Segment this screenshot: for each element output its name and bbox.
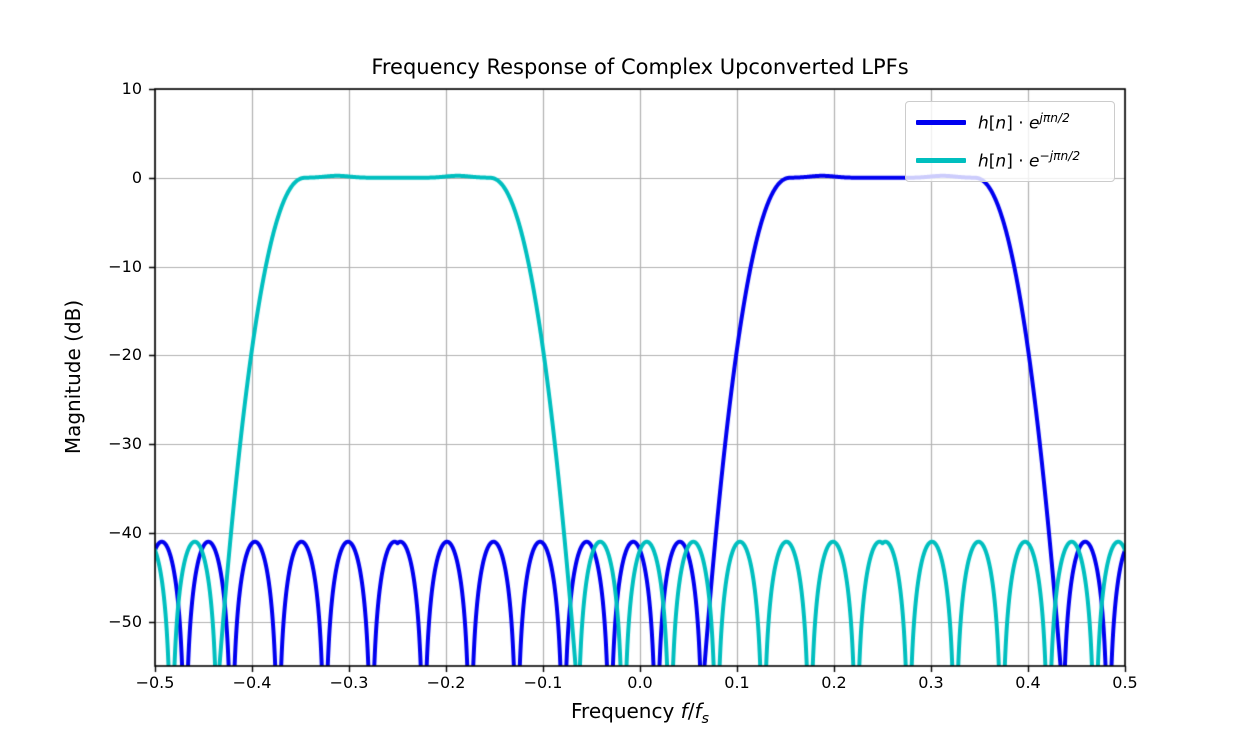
x-tick-label: 0.0 [627,673,653,692]
x-tick-label: 0.5 [1112,673,1138,692]
x-axis-label-slash: / [687,699,695,723]
x-tick-label: 0.3 [918,673,944,692]
legend-label-neg-shift: h[n] · e−jπn/2 [978,149,1081,172]
y-tick-label: 0 [131,167,142,187]
y-tick-label: 10 [121,79,142,98]
x-tick-label: −0.2 [426,673,466,692]
x-axis-label-f1: f [680,699,688,723]
legend-entry-pos-shift: h[n] · ejπn/2 [906,104,1114,140]
y-tick-label: −30 [108,434,142,454]
y-tick-label: −20 [108,345,142,365]
y-tick-label: −10 [108,256,142,276]
x-axis-label: Frequency f/fs [155,699,1125,727]
x-axis-label-f2: f [694,699,702,723]
x-tick-label: −0.4 [232,673,272,692]
x-axis-label-text: Frequency [570,699,681,723]
y-axis-label: Magnitude (dB) [61,299,85,455]
legend-swatch-blue [916,119,966,125]
x-tick-label: −0.5 [135,673,175,692]
legend-swatch-cyan [916,158,966,164]
x-tick-label: 0.2 [821,673,847,692]
legend-entry-neg-shift: h[n] · e−jπn/2 [906,143,1114,179]
x-axis-label-sub: s [701,711,710,727]
legend: h[n] · ejπn/2 h[n] · e−jπn/2 [905,101,1115,182]
x-tick-label: 0.4 [1015,673,1041,692]
y-tick-label: −40 [108,522,142,542]
x-tick-label: −0.1 [523,673,563,692]
chart-title: Frequency Response of Complex Upconverte… [371,55,909,79]
legend-label-pos-shift: h[n] · ejπn/2 [978,111,1070,134]
x-tick-label: 0.1 [724,673,750,692]
x-tick-label: −0.3 [329,673,369,692]
y-tick-label: −50 [108,611,142,631]
